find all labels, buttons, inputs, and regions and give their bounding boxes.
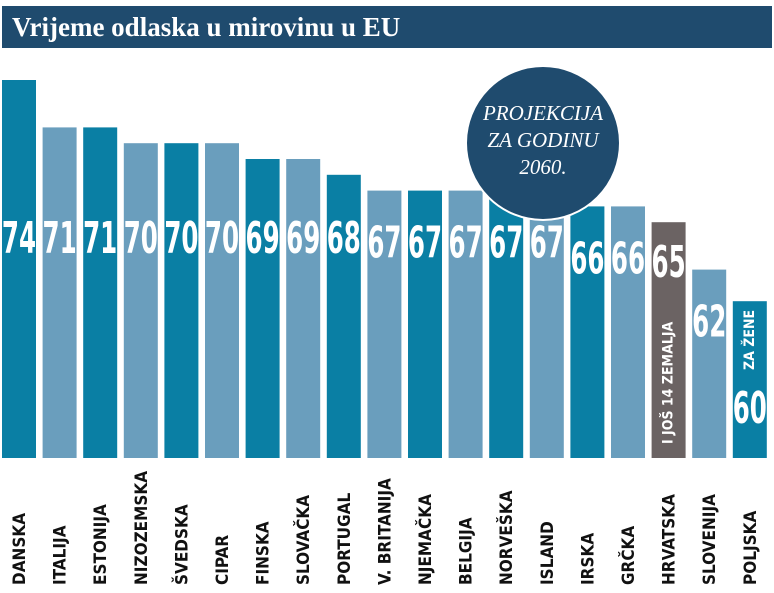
bar: [286, 159, 321, 458]
bar-value-label: 67: [367, 217, 401, 269]
bar: [611, 206, 645, 458]
bars: 74 71 71 70 70 70 69 69 68 67 67 67 67 67 66 66 65I JOŠ …: [2, 80, 767, 459]
category-label: ESTONIJA: [91, 504, 111, 585]
bar: [570, 206, 605, 458]
projection-text: 2060.: [519, 155, 566, 179]
category-label: NIZOZEMSKA: [132, 471, 152, 585]
bar-value-label: 65: [652, 236, 686, 288]
bar: [529, 190, 564, 458]
category-label: ISLAND: [538, 521, 558, 585]
bar-value-label: 70: [164, 212, 198, 264]
category-label: SLOVAČKA: [292, 495, 314, 585]
category-label: POLJSKA: [741, 510, 761, 585]
category-label: FINSKA: [254, 521, 274, 585]
bar: [408, 190, 442, 458]
bar-value-label: 70: [124, 212, 158, 264]
bar-value-label: 66: [570, 233, 604, 285]
bar-value-label: 67: [489, 217, 523, 269]
projection-text: ZA GODINU: [487, 128, 600, 152]
chart-title: Vrijeme odlaska u mirovinu u EU: [12, 11, 401, 42]
bar-value-label: 69: [246, 212, 280, 264]
projection-text: PROJEKCIJA: [482, 101, 603, 125]
bar: [448, 190, 483, 458]
bar-value-label: 60: [733, 382, 767, 434]
category-label: V. BRITANIJA: [375, 478, 395, 585]
category-label: GRČKA: [617, 526, 639, 585]
bar-value-label: 71: [43, 212, 77, 264]
category-label: SLOVENIJA: [700, 494, 720, 585]
bar-value-label: 74: [2, 212, 36, 264]
bar-value-label: 62: [692, 296, 726, 348]
projection-badge: PROJEKCIJA ZA GODINU 2060.: [465, 65, 621, 221]
category-label: NJEMAČKA: [414, 494, 436, 585]
bar: [651, 222, 686, 458]
category-label: NORVEŠKA: [495, 490, 517, 585]
category-label: ŠVEDSKA: [170, 504, 192, 585]
bar-value-label: 66: [611, 233, 645, 285]
bar-note-label: I JOŠ 14 ZEMALJA: [659, 321, 677, 444]
bar-value-label: 68: [327, 212, 361, 264]
bar: [245, 159, 280, 458]
category-label: ITALIJA: [51, 525, 71, 585]
projection-circle: [465, 65, 621, 221]
bar-note-label: ZA ŽENE: [741, 310, 758, 370]
bar-value-label: 67: [408, 217, 442, 269]
category-label: HRVATSKA: [660, 494, 680, 585]
bar: [164, 143, 199, 458]
bar: [692, 269, 727, 458]
bar: [83, 127, 118, 459]
category-label: IRSKA: [578, 533, 598, 585]
bar: [326, 174, 361, 459]
bar-value-label: 71: [83, 212, 117, 264]
category-label: DANSKA: [10, 513, 30, 585]
bar-value-label: 70: [205, 212, 239, 264]
bar: [42, 127, 77, 459]
title-bar: Vrijeme odlaska u mirovinu u EU: [2, 6, 772, 48]
bar-value-label: 69: [286, 212, 320, 264]
category-labels: DANSKA ITALIJA ESTONIJA NIZOZEMSKA ŠVEDSKA CI…: [10, 471, 761, 585]
bar-value-label: 67: [449, 217, 483, 269]
bar: [367, 190, 402, 458]
category-label: PORTUGAL: [335, 493, 355, 585]
bar: [205, 143, 239, 458]
bar: [123, 143, 158, 458]
bar-value-label: 67: [530, 217, 564, 269]
category-label: BELGIJA: [457, 517, 477, 585]
bar: [2, 80, 36, 458]
bar: [732, 301, 767, 458]
category-label: CIPAR: [213, 535, 233, 585]
bar: [489, 190, 524, 458]
